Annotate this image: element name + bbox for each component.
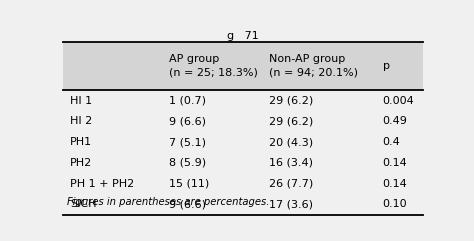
- Text: HI 2: HI 2: [70, 116, 92, 126]
- Text: 0.49: 0.49: [383, 116, 407, 126]
- Text: 0.004: 0.004: [383, 95, 414, 106]
- Text: 9 (6.6): 9 (6.6): [169, 200, 207, 209]
- Text: 29 (6.2): 29 (6.2): [269, 95, 313, 106]
- Text: 1 (0.7): 1 (0.7): [169, 95, 207, 106]
- Text: 8 (5.9): 8 (5.9): [169, 158, 207, 168]
- Text: 26 (7.7): 26 (7.7): [269, 179, 313, 189]
- Text: Figures in parentheses are percentages.: Figures in parentheses are percentages.: [66, 197, 269, 207]
- Text: 7 (5.1): 7 (5.1): [169, 137, 207, 147]
- Text: PH2: PH2: [70, 158, 92, 168]
- Text: 0.14: 0.14: [383, 158, 407, 168]
- Text: 9 (6.6): 9 (6.6): [169, 116, 207, 126]
- Text: p: p: [383, 61, 390, 71]
- Text: Non-AP group
(n = 94; 20.1%): Non-AP group (n = 94; 20.1%): [269, 54, 358, 78]
- Text: 0.10: 0.10: [383, 200, 407, 209]
- Text: AP group
(n = 25; 18.3%): AP group (n = 25; 18.3%): [169, 54, 258, 78]
- Text: SICH: SICH: [70, 200, 97, 209]
- Text: 17 (3.6): 17 (3.6): [269, 200, 313, 209]
- Text: HI 1: HI 1: [70, 95, 92, 106]
- Text: 0.14: 0.14: [383, 179, 407, 189]
- Text: PH 1 + PH2: PH 1 + PH2: [70, 179, 135, 189]
- Text: 29 (6.2): 29 (6.2): [269, 116, 313, 126]
- Bar: [63, 42, 423, 90]
- Text: 0.4: 0.4: [383, 137, 400, 147]
- Text: PH1: PH1: [70, 137, 92, 147]
- Text: 15 (11): 15 (11): [169, 179, 210, 189]
- Text: g   71: g 71: [227, 31, 259, 41]
- Text: 16 (3.4): 16 (3.4): [269, 158, 313, 168]
- Text: 20 (4.3): 20 (4.3): [269, 137, 313, 147]
